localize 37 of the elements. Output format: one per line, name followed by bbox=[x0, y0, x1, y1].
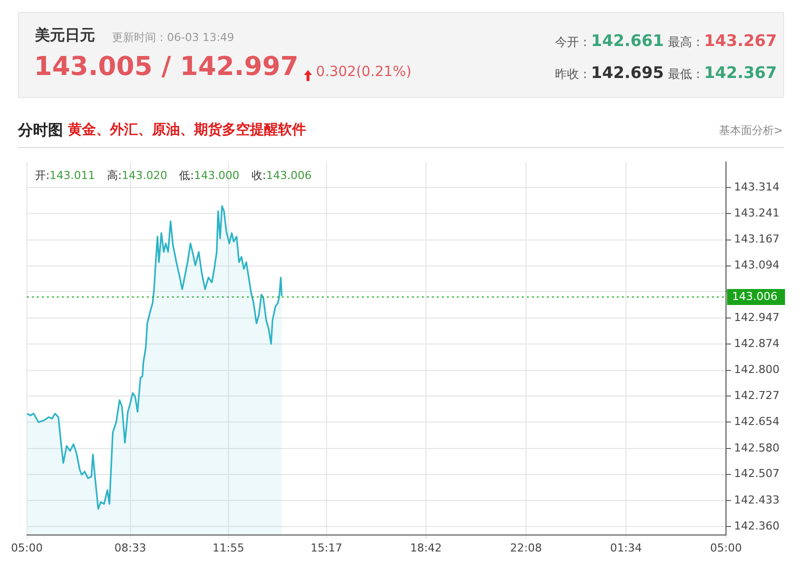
y-tick-label: 142.507 bbox=[734, 467, 780, 480]
x-tick-label: 22:08 bbox=[510, 541, 542, 554]
annotation: 收:143.006 bbox=[251, 168, 312, 182]
y-tick-label: 143.314 bbox=[734, 180, 780, 194]
text: 最低：142.367 bbox=[668, 63, 777, 82]
y-tick-label: 142.800 bbox=[734, 363, 780, 376]
text: 0.302(0.21%) bbox=[316, 64, 412, 80]
text: 分时图 bbox=[18, 121, 63, 140]
y-tick-label: 142.947 bbox=[734, 310, 780, 324]
x-tick-label: 05:00 bbox=[11, 541, 43, 554]
y-tick-label: 142.433 bbox=[734, 494, 780, 507]
chart-title: 美元日元 bbox=[35, 26, 95, 45]
y-tick-label: 142.727 bbox=[734, 389, 780, 402]
text: 今开：142.661 bbox=[555, 31, 664, 50]
x-tick-label: 01:34 bbox=[610, 541, 642, 554]
text: 基本面分析> bbox=[718, 123, 783, 138]
chart-subtitle: 更新时间：06-03 13:49 bbox=[112, 30, 234, 45]
x-tick-label: 18:42 bbox=[410, 541, 442, 554]
annotation: 开:143.011 bbox=[34, 168, 96, 182]
y-tick-label: 142.580 bbox=[734, 441, 780, 454]
x-tick-label: 11:55 bbox=[212, 541, 244, 554]
y-tick-label: 142.874 bbox=[734, 336, 780, 350]
ref-line-label: 143.006 bbox=[732, 290, 778, 303]
y-tick-label: 142.360 bbox=[734, 519, 780, 532]
x-tick-label: 15:17 bbox=[310, 541, 342, 554]
text: 143.005 / 142.997 bbox=[34, 52, 298, 82]
x-tick-label: 08:33 bbox=[114, 541, 146, 554]
y-tick-label: 143.167 bbox=[734, 232, 780, 246]
annotation: 高:143.020 bbox=[107, 168, 168, 182]
y-tick-label: 143.094 bbox=[734, 258, 780, 272]
y-tick-label: 143.241 bbox=[734, 206, 780, 220]
text: 昨收：142.695 bbox=[555, 63, 664, 82]
x-tick-label: 05:00 bbox=[710, 541, 742, 554]
text: 黄金、外汇、原油、期货多空提醒软件 bbox=[68, 121, 306, 139]
text: 最高：143.267 bbox=[668, 31, 777, 50]
y-tick-label: 142.654 bbox=[734, 415, 780, 428]
annotation: 低:143.000 bbox=[179, 168, 240, 182]
